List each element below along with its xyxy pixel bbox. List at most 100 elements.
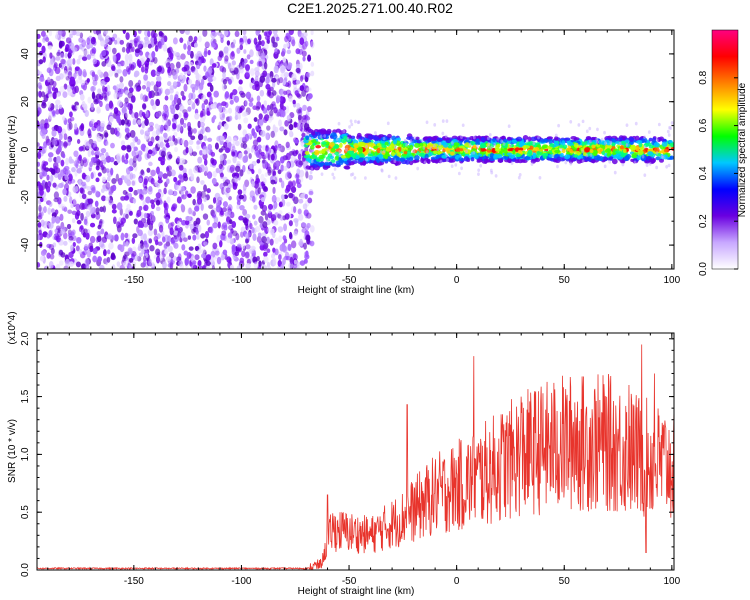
band-point [311,139,317,144]
noise-point [134,36,140,42]
noise-point [211,76,217,81]
band-halo-point [309,170,313,175]
band-point [573,137,580,141]
noise-point [242,209,248,216]
band-halo-point [465,149,469,154]
noise-point [125,241,129,247]
band-halo-point [581,149,585,154]
noise-point [167,235,172,243]
band-halo-point [425,120,429,125]
noise-point [57,145,62,153]
noise-point [183,83,188,92]
noise-point [249,59,254,65]
noise-point [52,91,57,100]
band-point [526,142,533,146]
noise-point [126,203,131,210]
noise-point [149,199,155,204]
band-point [614,150,622,154]
noise-point [204,230,210,239]
noise-point [93,30,98,35]
noise-point [226,256,232,263]
noise-point [85,141,91,149]
noise-point [99,264,105,269]
noise-point [48,261,54,269]
band-point [661,141,668,147]
noise-point [183,43,187,50]
noise-point [293,139,300,144]
noise-point [111,178,117,184]
band-point [669,142,674,148]
noise-point [276,59,281,67]
noise-point [248,153,252,160]
noise-point [128,264,132,269]
noise-point [132,233,138,239]
noise-point [209,96,213,104]
band-halo-point [486,136,490,141]
noise-point [126,173,132,180]
noise-point [78,249,83,255]
noise-point [235,165,241,173]
noise-point [286,114,291,122]
band-point [647,151,654,156]
band-point [427,138,432,143]
noise-point [218,111,223,118]
noise-point [163,207,169,216]
noise-point [78,146,84,152]
noise-point [73,198,77,206]
noise-point [203,241,208,246]
band-point [340,138,347,144]
band-halo-point [349,172,353,177]
noise-point [219,172,224,178]
noise-point [263,61,268,70]
noise-point [50,208,55,214]
noise-point [168,154,173,159]
noise-point [67,88,73,96]
band-point [418,152,425,157]
band-point [348,149,355,156]
noise-point [90,150,95,156]
noise-point [106,124,112,131]
noise-point [67,52,72,58]
noise-point [146,57,150,63]
band-point [659,150,665,154]
noise-point [86,54,92,60]
band-point [670,146,674,151]
band-point [395,149,400,154]
noise-point [131,46,135,53]
noise-point [92,255,98,263]
noise-point [264,35,271,41]
noise-point [110,127,116,135]
noise-point [103,249,107,257]
noise-point [144,243,150,248]
noise-point [299,85,305,92]
noise-point [41,91,46,98]
noise-point [130,64,135,71]
band-point [611,142,616,147]
noise-point [299,260,306,266]
noise-point [104,132,109,138]
noise-point [243,117,249,124]
band-point [430,156,438,160]
noise-point [266,219,271,226]
noise-point [190,65,196,72]
band-point [338,156,343,161]
noise-point [232,155,237,164]
noise-point [46,252,51,259]
band-point [515,136,523,142]
noise-point [177,231,182,238]
noise-point [270,179,276,185]
band-halo-point [331,172,335,177]
noise-point [80,123,85,132]
noise-point [227,141,232,148]
noise-point [103,130,108,138]
noise-point [196,145,200,150]
band-point [324,161,329,166]
noise-point [283,90,288,96]
noise-point [265,147,272,155]
noise-point [47,45,53,50]
band-halo-point [665,164,669,169]
noise-point [201,58,206,64]
noise-point [257,144,262,150]
noise-point [188,61,194,67]
noise-point [187,207,193,215]
